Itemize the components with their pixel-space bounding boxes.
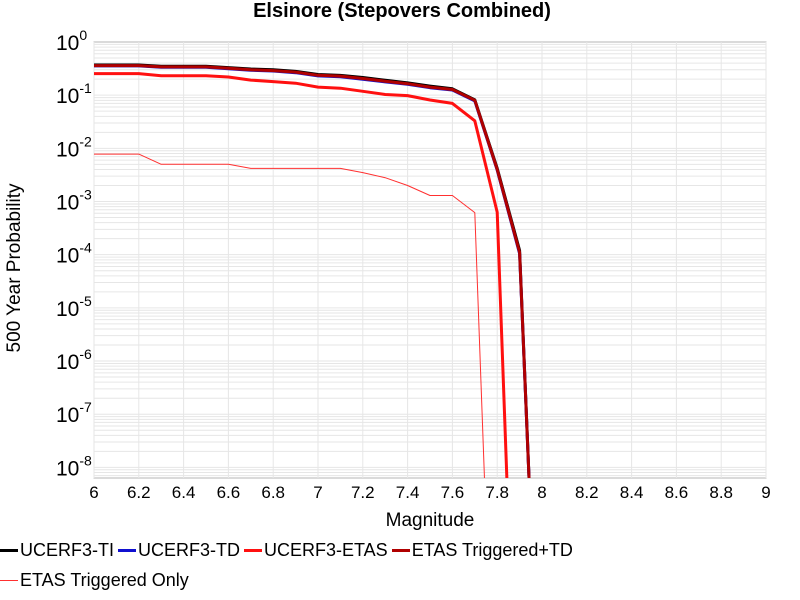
series-layer	[94, 63, 531, 478]
x-tick-label: 7	[313, 483, 322, 502]
x-tick-label: 7.6	[441, 483, 465, 502]
legend-swatch	[244, 548, 262, 552]
legend-swatch	[118, 548, 136, 552]
x-tick-label: 8.4	[620, 483, 644, 502]
y-tick-label: 100	[56, 27, 87, 55]
x-tick-label: 7.8	[485, 483, 509, 502]
legend-item: ETAS Triggered+TD	[391, 539, 573, 561]
x-tick-label: 7.4	[396, 483, 420, 502]
y-tick-labels: 100 10-1 10-2 10-3 10-4 10-5 10-6 10-7 10-8	[56, 27, 92, 480]
legend-swatch	[0, 548, 18, 552]
y-axis-label: 500 Year Probability	[4, 183, 25, 353]
x-tick-labels: 6 6.2 6.4 6.6 6.8 7 7.2 7.4 7.6 7.8 8 8.2 8.4 8.6 8.8 9	[89, 483, 770, 502]
x-tick-label: 6	[89, 483, 98, 502]
x-tick-label: 6.6	[217, 483, 241, 502]
y-tick-label: 10-3	[56, 187, 92, 215]
y-tick-label: 10-2	[56, 133, 92, 161]
x-tick-label: 6.4	[172, 483, 196, 502]
legend-label: UCERF3-TD	[138, 539, 240, 560]
series-line-etas-triggered-only	[94, 153, 485, 478]
chart-title: Elsinore (Stepovers Combined)	[253, 0, 551, 22]
legend-item: UCERF3-TI	[0, 540, 114, 561]
legend-label: ETAS Triggered+TD	[411, 539, 573, 560]
legend-row: UCERF3-TI UCERF3-TD UCERF3-ETAS ETAS Trigge…	[0, 538, 577, 562]
grid	[93, 42, 767, 478]
y-tick-label: 10-7	[56, 399, 92, 427]
y-tick-label: 10-4	[56, 240, 92, 268]
x-tick-label: 9	[761, 483, 770, 502]
legend-label: ETAS Triggered Only	[20, 569, 189, 590]
x-axis-label: Magnitude	[386, 510, 475, 531]
legend-item: UCERF3-TD	[118, 540, 240, 561]
legend-item: ETAS Triggered Only	[0, 570, 189, 591]
y-tick-label: 10-6	[56, 346, 92, 374]
legend-label: UCERF3-ETAS	[264, 539, 388, 560]
series-line-etas-triggered-td	[94, 64, 531, 478]
x-tick-label: 6.8	[261, 483, 285, 502]
x-tick-label: 8.2	[575, 483, 599, 502]
legend-label: UCERF3-TI	[20, 539, 114, 560]
legend-swatch	[391, 548, 410, 552]
legend-row: ETAS Triggered Only	[0, 568, 193, 592]
x-tick-label: 7.2	[351, 483, 375, 502]
x-tick-label: 8.8	[709, 483, 733, 502]
x-tick-label: 6.2	[127, 483, 151, 502]
legend-item: UCERF3-ETAS	[244, 540, 388, 561]
y-tick-label: 10-8	[56, 452, 92, 480]
x-tick-label: 8	[537, 483, 546, 502]
y-tick-label: 10-1	[56, 80, 92, 108]
x-tick-label: 8.6	[665, 483, 689, 502]
legend-swatch	[0, 579, 18, 581]
series-line-ucerf3-etas	[94, 72, 509, 478]
y-tick-label: 10-5	[56, 293, 92, 321]
